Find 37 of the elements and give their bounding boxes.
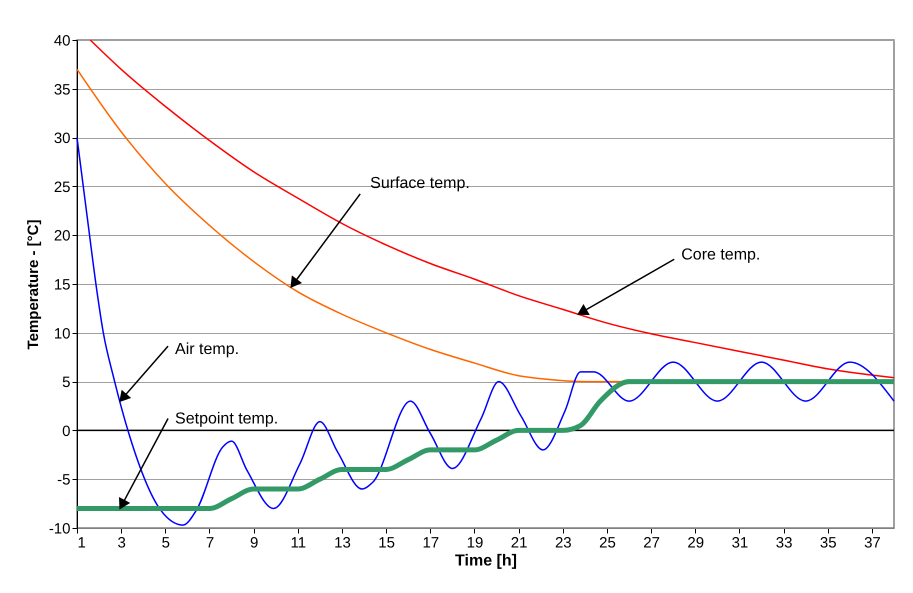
x-tick-label: 1: [78, 534, 86, 552]
x-tick-label: 33: [776, 534, 792, 552]
x-tick-label: 29: [687, 534, 704, 552]
x-tick-label: 7: [206, 534, 214, 552]
x-tick-label: 3: [117, 534, 126, 552]
y-tick-label: 5: [62, 374, 70, 392]
y-tick-label: 40: [54, 32, 70, 50]
y-tick-label: 30: [54, 130, 70, 148]
annotation: Air temp.: [175, 341, 240, 358]
x-tick-label: 21: [510, 534, 528, 552]
annotation: Surface temp.: [370, 174, 470, 192]
x-tick-label: 37: [864, 534, 881, 552]
y-tick-label: 20: [54, 228, 70, 245]
annotation: Setpoint temp.: [175, 410, 278, 428]
y-tick-label: 35: [54, 81, 70, 98]
x-tick-label: 25: [599, 534, 616, 552]
y-tick-label: 15: [54, 276, 70, 294]
x-tick-label: 27: [643, 534, 660, 552]
x-tick-label: 23: [554, 534, 572, 552]
x-axis-title: Time [h]: [455, 552, 517, 570]
x-tick-label: 13: [334, 534, 351, 552]
x-tick-label: 19: [466, 534, 484, 552]
y-tick-label: -5: [57, 472, 70, 489]
x-tick-label: 5: [162, 534, 170, 552]
y-tick-label: -10: [48, 520, 70, 538]
y-tick-label: 0: [62, 422, 70, 440]
x-tick-label: 31: [732, 534, 748, 552]
annotation: Core temp.: [681, 246, 760, 264]
y-tick-label: 25: [54, 178, 70, 196]
y-tick-label: 10: [54, 325, 70, 342]
x-tick-label: 35: [820, 534, 837, 552]
y-axis-title: Temperature - [°C]: [24, 220, 42, 350]
x-tick-label: 15: [378, 534, 395, 552]
x-tick-label: 11: [290, 534, 306, 552]
x-tick-label: 9: [250, 534, 258, 552]
x-tick-label: 17: [422, 534, 440, 552]
line-series: [76, 136, 895, 526]
